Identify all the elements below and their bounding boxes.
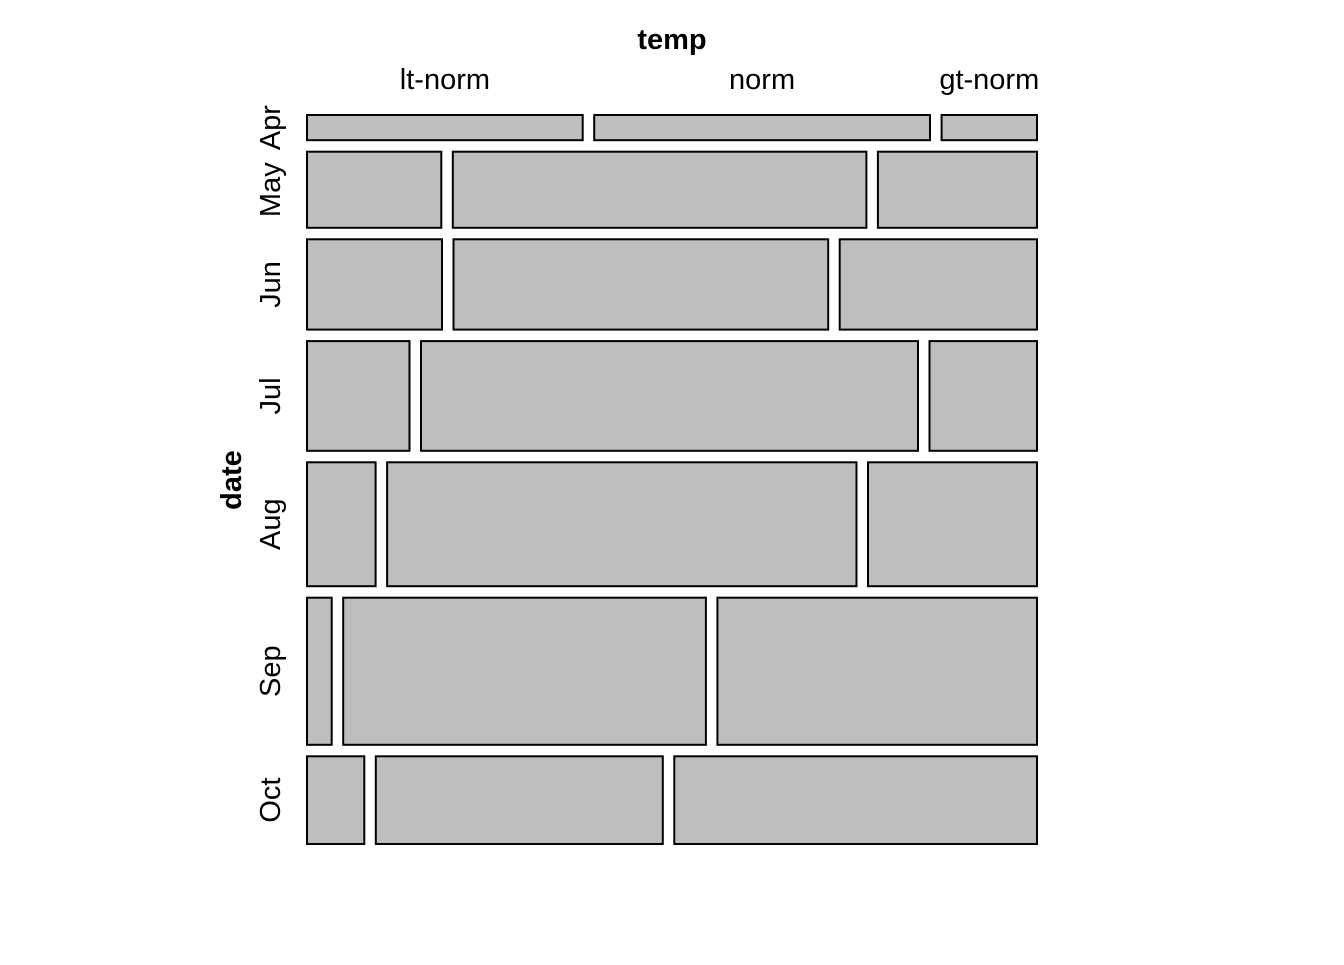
y-axis-title: date [216,450,248,510]
x-tick-labels: lt-norm norm gt-norm [400,64,1039,96]
tile-jun-norm [452,238,830,331]
y-tick-jun: Jun [255,261,287,308]
tile-aug-gt-norm [867,461,1038,588]
x-tick-norm: norm [729,64,795,96]
x-tick-lt-norm: lt-norm [400,64,490,96]
y-tick-sep: Sep [255,645,287,697]
tile-jul-norm [420,340,919,452]
tile-oct-lt-norm [306,755,366,845]
tile-jun-gt-norm [838,238,1039,331]
tile-sep-norm [342,596,707,746]
tile-jul-lt-norm [306,340,411,452]
tile-jun-lt-norm [306,238,443,331]
tile-oct-norm [374,755,664,845]
x-tick-gt-norm: gt-norm [939,64,1039,96]
y-tick-apr: Apr [255,105,287,150]
tile-jul-gt-norm [928,340,1038,452]
y-tick-oct: Oct [255,778,287,823]
tile-may-gt-norm [876,150,1039,229]
y-tick-jul: Jul [255,377,287,414]
tile-oct-gt-norm [673,755,1038,845]
y-tick-aug: Aug [255,498,287,550]
tile-sep-lt-norm [306,596,333,746]
y-tick-may: May [255,162,287,217]
tile-aug-lt-norm [306,461,377,588]
mosaic-tiles [306,114,1039,845]
x-axis-title: temp [637,24,706,56]
tile-apr-gt-norm [940,114,1038,142]
tile-may-lt-norm [306,150,443,229]
y-tick-labels: Apr May Jun Jul Aug Sep Oct [255,105,287,823]
tile-sep-gt-norm [716,596,1039,746]
tile-apr-lt-norm [306,114,584,142]
tile-apr-norm [593,114,931,142]
tile-aug-norm [386,461,858,588]
tile-may-norm [451,150,868,229]
